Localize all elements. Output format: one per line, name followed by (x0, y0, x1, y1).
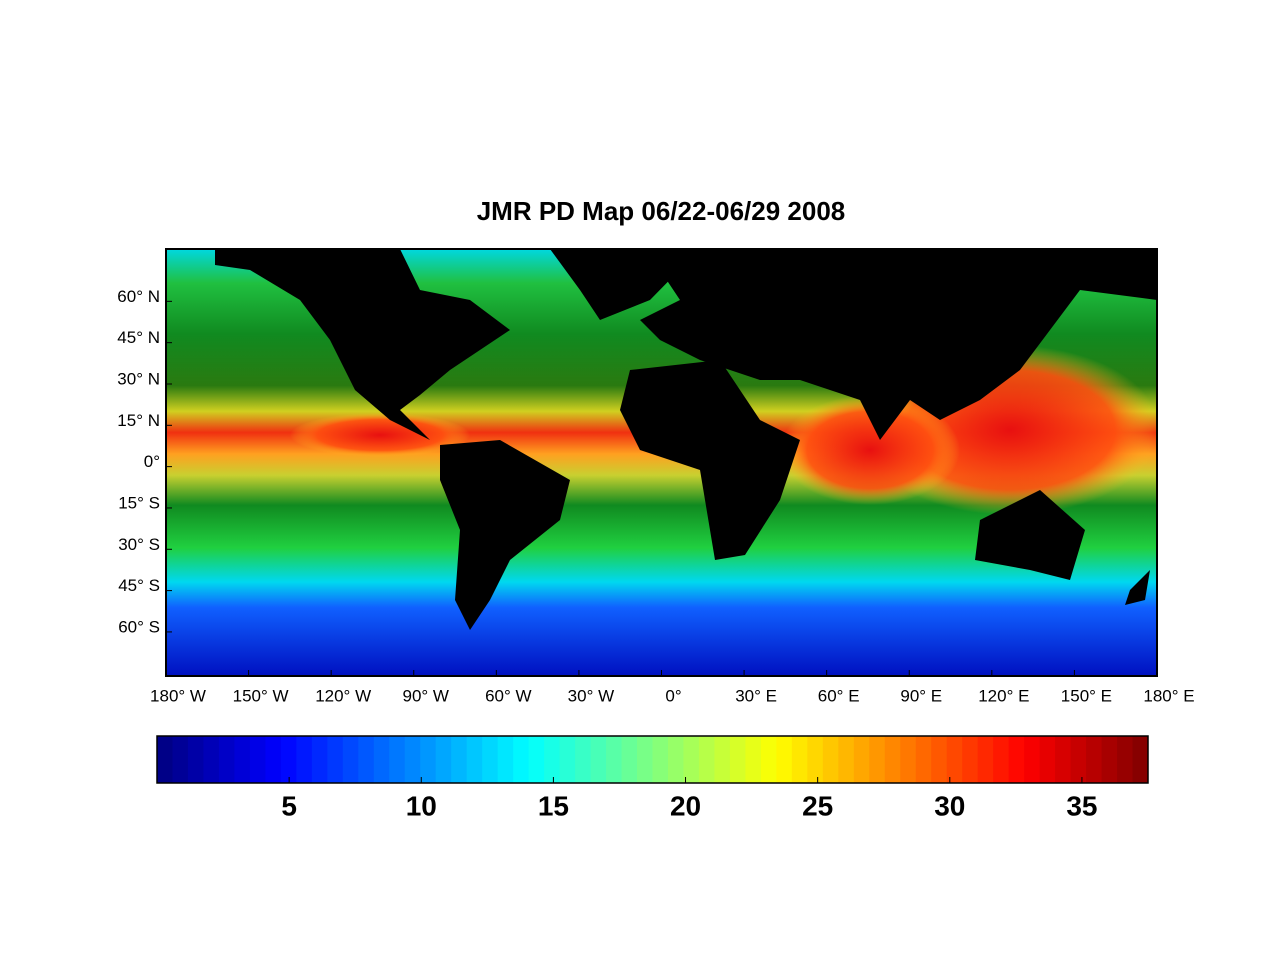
x-tick-label: 30° E (735, 686, 777, 705)
colorbar-step (714, 736, 731, 783)
x-tick-label: 0° (665, 686, 681, 705)
colorbar-step (296, 736, 313, 783)
colorbar-step (900, 736, 917, 783)
colorbar-step (745, 736, 762, 783)
colorbar-step (652, 736, 669, 783)
x-tick-label: 150° E (1061, 686, 1112, 705)
colorbar-step (760, 736, 777, 783)
x-tick-label: 180° W (150, 686, 206, 705)
colorbar-step (869, 736, 886, 783)
colorbar-step (606, 736, 623, 783)
x-tick-label: 30° W (568, 686, 614, 705)
colorbar-step (249, 736, 266, 783)
colorbar-step (311, 736, 328, 783)
colorbar-step (698, 736, 715, 783)
x-tick-label: 120° W (315, 686, 371, 705)
colorbar-step (575, 736, 592, 783)
y-tick-label: 15° S (118, 493, 160, 512)
y-tick-label: 45° N (117, 328, 160, 347)
colorbar-step (404, 736, 421, 783)
y-tick-label: 30° N (117, 369, 160, 388)
colorbar-tick-label: 35 (1066, 790, 1097, 821)
chart-title: JMR PD Map 06/22-06/29 2008 (477, 196, 846, 226)
x-tick-label: 150° W (233, 686, 289, 705)
colorbar-step (962, 736, 979, 783)
colorbar-step (1039, 736, 1056, 783)
colorbar-step (435, 736, 452, 783)
y-tick-label: 60° S (118, 617, 160, 636)
colorbar-step (1086, 736, 1103, 783)
colorbar-step (265, 736, 282, 783)
colorbar-step (931, 736, 948, 783)
colorbar-step (729, 736, 746, 783)
colorbar-step (1132, 736, 1149, 783)
colorbar-step (513, 736, 530, 783)
colorbar-step (358, 736, 375, 783)
colorbar-step (544, 736, 561, 783)
colorbar-step (1055, 736, 1072, 783)
colorbar-step (637, 736, 653, 783)
colorbar-step (482, 736, 499, 783)
colorbar-step (1117, 736, 1134, 783)
colorbar-step (590, 736, 607, 783)
colorbar-step (466, 736, 483, 783)
colorbar-step (915, 736, 932, 783)
colorbar-step (389, 736, 406, 783)
colorbar-tick-label: 25 (802, 790, 833, 821)
x-tick-label: 180° E (1143, 686, 1194, 705)
colorbar-step (157, 736, 173, 783)
colorbar-step (1008, 736, 1025, 783)
colorbar-tick-label: 30 (934, 790, 965, 821)
colorbar-step (327, 736, 344, 783)
colorbar-step (218, 736, 235, 783)
colorbar-step (342, 736, 359, 783)
x-tick-label: 120° E (978, 686, 1029, 705)
x-tick-label: 90° W (403, 686, 449, 705)
colorbar-step (884, 736, 901, 783)
colorbar-step (172, 736, 189, 783)
colorbar-step (497, 736, 514, 783)
colorbar-step (621, 736, 638, 783)
colorbar-frame (156, 735, 1149, 784)
colorbar-step (280, 736, 297, 783)
colorbar-step (1024, 736, 1041, 783)
colorbar-step (807, 736, 824, 783)
colorbar-step (1101, 736, 1118, 783)
colorbar-step (559, 736, 576, 783)
colorbar-step (838, 736, 855, 783)
y-tick-label: 15° N (117, 411, 160, 430)
colorbar-step (528, 736, 545, 783)
colorbar-step (451, 736, 468, 783)
colorbar-step (373, 736, 390, 783)
x-tick-label: 60° E (818, 686, 860, 705)
colorbar-step (977, 736, 994, 783)
colorbar-step (667, 736, 684, 783)
colorbar-tick-label: 10 (406, 790, 437, 821)
x-tick-label: 60° W (485, 686, 531, 705)
y-tick-label: 0° (144, 452, 160, 471)
colorbar-step (946, 736, 963, 783)
y-tick-label: 30° S (118, 535, 160, 554)
colorbar-tick-label: 15 (538, 790, 569, 821)
colorbar-step (420, 736, 437, 783)
colorbar-step (1070, 736, 1087, 783)
y-tick-label: 45° S (118, 576, 160, 595)
colorbar-tick-label: 5 (281, 790, 297, 821)
colorbar-step (683, 736, 700, 783)
x-tick-label: 90° E (900, 686, 942, 705)
land (215, 249, 1157, 630)
colorbar-tick-label: 20 (670, 790, 701, 821)
colorbar-step (203, 736, 220, 783)
colorbar-step (791, 736, 808, 783)
y-tick-label: 60° N (117, 287, 160, 306)
colorbar-step (234, 736, 251, 783)
colorbar-step (993, 736, 1010, 783)
colorbar-step (776, 736, 793, 783)
colorbar-step (187, 736, 204, 783)
colorbar-step (822, 736, 839, 783)
colorbar-step (853, 736, 870, 783)
